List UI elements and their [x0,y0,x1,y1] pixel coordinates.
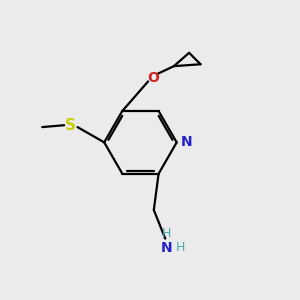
Text: H: H [161,227,171,240]
Text: N: N [181,135,192,149]
Text: N: N [160,241,172,254]
Text: S: S [65,118,76,133]
Text: O: O [147,70,159,85]
Text: H: H [176,241,185,254]
